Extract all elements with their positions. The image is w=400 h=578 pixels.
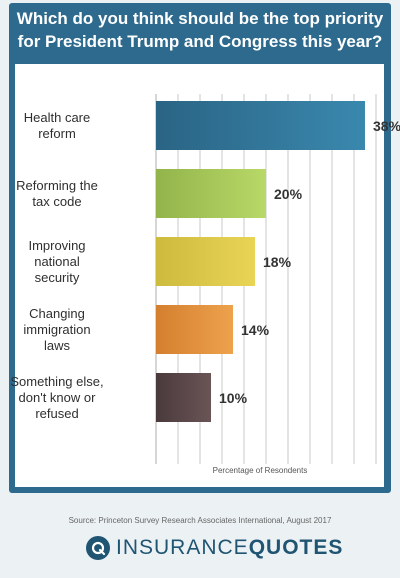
category-label: Something else, don't know or refused [2,374,112,422]
chart-card: Which do you think should be the top pri… [9,3,400,493]
category-label: Improving national security [2,238,112,286]
category-label: Health care reform [2,110,112,142]
category-label-line: refused [35,405,79,421]
brand-logo: INSURANCEQUOTES [86,533,343,563]
chart-title-line-2: for President Trump and Congress this ye… [17,32,383,51]
bar [156,373,211,422]
source-note: Source: Princeton Survey Research Associ… [68,516,332,525]
bar [156,169,266,218]
category-label-line: Reforming the [16,177,98,193]
data-label: 18% [263,253,292,270]
bar [156,101,365,150]
plot-area: Health care reform 38% Reforming the tax cod… [10,64,400,487]
data-label: 38% [373,117,400,134]
logo-mark-glyph [91,541,106,556]
category-label-line: Health care [23,109,91,125]
category-label-line: security [34,269,80,285]
bar [156,237,255,286]
data-label: 14% [241,321,270,338]
category-label: Changing immigration laws [2,306,112,354]
chart-title: Which do you think should be the top pri… [9,7,391,53]
x-axis-label: Percentage of Resondents [212,466,308,475]
category-label-line: tax code [32,193,82,209]
category-label-line: national [34,253,80,269]
data-label: 10% [219,389,248,406]
data-label: 20% [274,185,303,202]
brand-word-quotes: QUOTES [248,536,344,559]
category-label-line: immigration [23,321,91,337]
category-label-line: Changing [29,305,85,321]
bar [156,305,233,354]
chart-title-line-1: Which do you think should be the top pri… [16,9,384,28]
category-label-line: reform [38,125,76,141]
category-label-line: laws [43,337,70,353]
logo-mark-icon [86,536,110,560]
category-label-line: Something else, [10,373,104,389]
category-label-line: Improving [28,237,86,253]
category-label: Reforming the tax code [2,178,112,210]
brand-word-insurance: INSURANCE [116,536,249,559]
category-label-line: don't know or [18,389,96,405]
bar-chart [155,94,377,464]
brand-wordmark: INSURANCEQUOTES [116,536,343,560]
